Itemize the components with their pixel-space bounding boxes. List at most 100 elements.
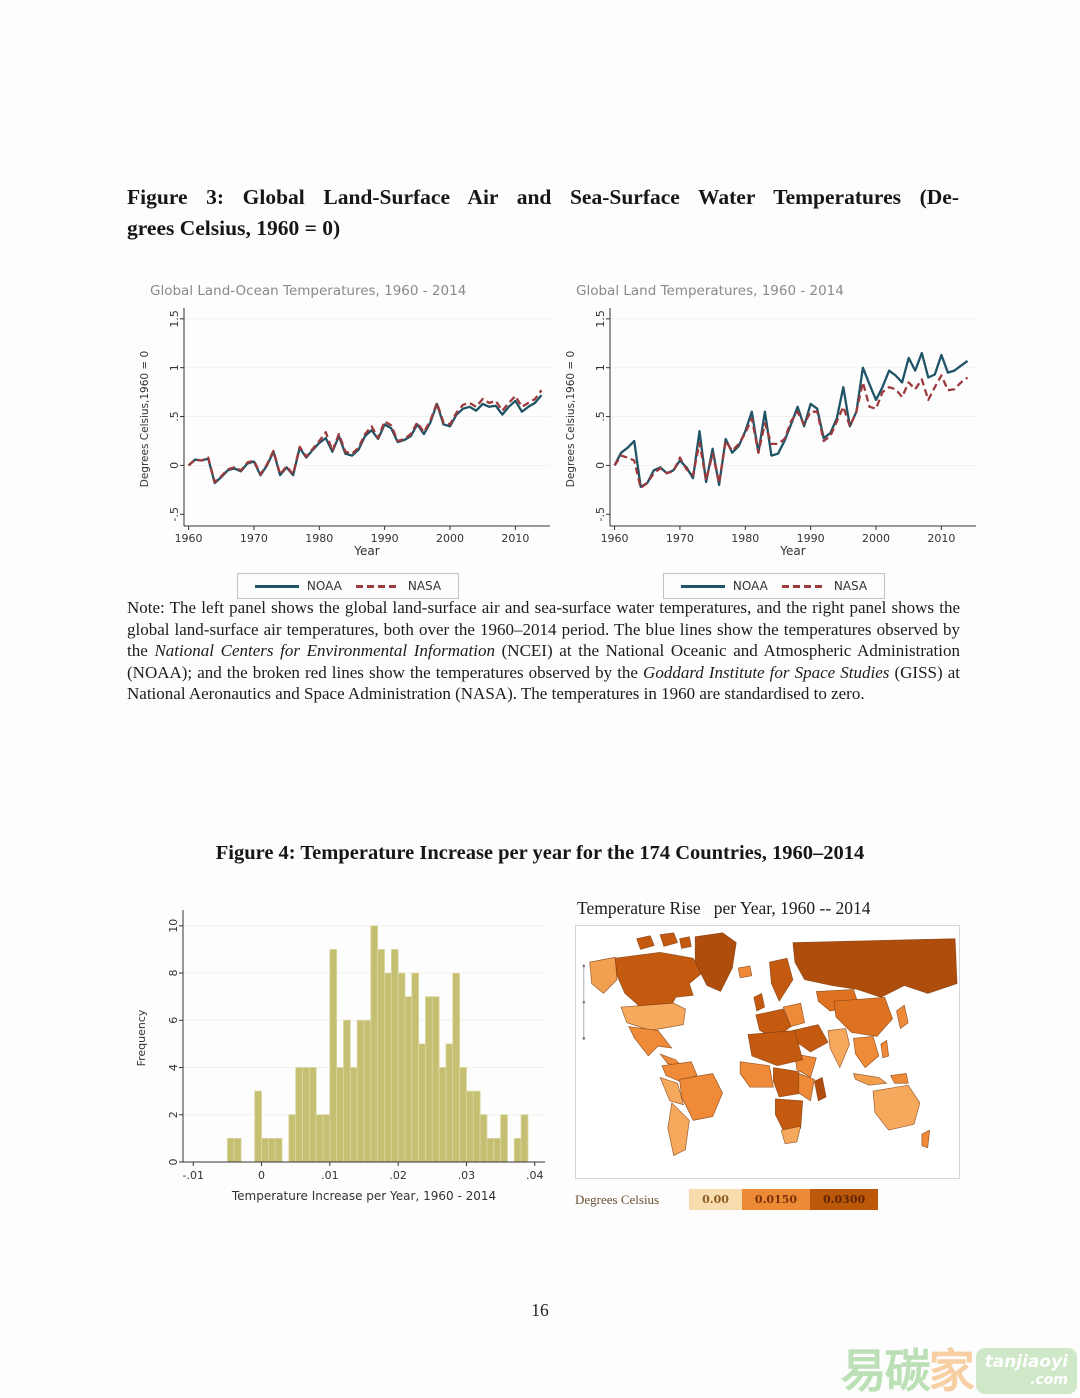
svg-text:.03: .03 [458, 1169, 476, 1182]
land-ocean-chart-title: Global Land-Ocean Temperatures, 1960 - 2… [150, 283, 467, 299]
map-region-arctic-island-3 [679, 936, 692, 949]
svg-text:1: 1 [168, 364, 181, 371]
map-region-east-europe [782, 1002, 805, 1027]
svg-text:.02: .02 [389, 1169, 407, 1182]
tanjiaoyi-watermark: 易 碳 家 tanjiaoyi .com [841, 1348, 1077, 1394]
note-segment: National Centers for Environmental Infor… [154, 641, 495, 661]
svg-text:2010: 2010 [501, 532, 529, 545]
svg-text:1.5: 1.5 [594, 310, 607, 328]
nasa-label: NASA [407, 579, 442, 593]
nasa-line-sample [355, 584, 400, 588]
nasa-line-sample [781, 584, 826, 588]
world-map [576, 928, 959, 1176]
svg-text:1.5: 1.5 [168, 310, 181, 328]
map-region-china [833, 996, 893, 1037]
svg-text:0: 0 [594, 462, 607, 469]
map-region-arctic-island-1 [636, 935, 655, 950]
map-region-north-africa [747, 1030, 804, 1067]
svg-text:-.01: -.01 [183, 1169, 204, 1182]
watermark-char-yi: 易 [840, 1344, 887, 1398]
svg-text:2010: 2010 [927, 532, 955, 545]
map-region-south-africa-tip [780, 1125, 802, 1145]
map-region-southeast-asia [853, 1036, 880, 1068]
note-segment: (NCEI) at the National Oceanic and Atmos… [127, 641, 960, 682]
noaa-label: NOAA [732, 579, 768, 593]
figure3-caption-line1: Figure 3: Global Land-Surface Air and Se… [127, 185, 959, 209]
noaa-line-sample [680, 584, 725, 588]
svg-text:1960: 1960 [175, 532, 203, 545]
page-number: 16 [531, 1300, 549, 1320]
tanjiaoyi-logo-domain: .com [1030, 1372, 1068, 1388]
svg-text:1980: 1980 [731, 532, 759, 545]
legend-item-noaa: NOAA [680, 579, 768, 593]
map-region-argentina-chile [667, 1102, 690, 1156]
map-region-alaska [589, 956, 618, 994]
svg-text:0: 0 [258, 1169, 265, 1182]
land-ocean-chart-plot: -.5 0 .5 1 1.5 1960 1970 1980 1990 2000 2010 Year De… [139, 308, 550, 558]
map-region-canada [614, 951, 702, 1010]
note-segment: Note: The left panel shows the global la… [127, 598, 960, 661]
svg-text:2: 2 [167, 1111, 180, 1118]
tanjiaoyi-logo-text: tanjiaoyi [984, 1352, 1068, 1372]
map-legend: Degrees Celsius 0.00 0.0150 0.0300 [575, 1189, 963, 1210]
svg-text:-.5: -.5 [168, 507, 181, 521]
map-region-madagascar [814, 1077, 827, 1102]
svg-text:Degrees Celsius,1960 = 0: Degrees Celsius,1960 = 0 [139, 351, 151, 487]
land-chart-plot: -.5 0 .5 1 1.5 1960 1970 1980 1990 2000 2010 Year De… [565, 308, 976, 558]
map-region-australia [872, 1084, 921, 1131]
map-region-philippines [880, 1039, 889, 1059]
svg-text:8: 8 [167, 970, 180, 977]
legend-item-nasa: NASA [781, 579, 868, 593]
svg-text:1960: 1960 [601, 532, 629, 545]
map-region-arctic-island-2 [659, 932, 678, 947]
svg-text:1: 1 [594, 364, 607, 371]
note-segment: (GISS) at National Aeronautics and Space… [127, 662, 960, 704]
land-chart: Global Land Temperatures, 1960 - 2014 -.… [562, 283, 986, 599]
figure4-caption: Figure 4: Temperature Increase per year … [215, 842, 865, 864]
figure3-caption-line2: grees Celsius, 1960 = 0) [127, 216, 341, 240]
legend-swatch-low: 0.00 [689, 1189, 742, 1210]
svg-text:.5: .5 [168, 411, 181, 422]
map-frame [575, 925, 960, 1179]
noaa-label: NOAA [306, 579, 342, 593]
svg-text:6: 6 [167, 1017, 180, 1024]
map-region-iceland [737, 965, 753, 979]
map-region-india [827, 1028, 850, 1068]
svg-text:.01: .01 [321, 1169, 339, 1182]
svg-text:-.5: -.5 [594, 507, 607, 521]
svg-text:Temperature Increase per Year,: Temperature Increase per Year, 1960 - 20… [231, 1189, 496, 1203]
legend-swatch-mid: 0.0150 [741, 1189, 811, 1210]
legend-item-noaa: NOAA [254, 579, 342, 593]
map-region-indonesia [853, 1073, 888, 1086]
note-segment: Goddard Institute for Space Studies [643, 662, 890, 682]
svg-text:10: 10 [167, 919, 180, 933]
nasa-label: NASA [833, 579, 868, 593]
histogram-chart: 0 2 4 6 8 10 -.01 0.01.02.03.04 Temperature Incr… [133, 898, 553, 1215]
map-region-mexico [628, 1026, 673, 1057]
land-ocean-chart-legend: NOAA NASA [236, 573, 460, 599]
map-region-scandinavia [769, 957, 794, 1002]
map-region-peru-bolivia [659, 1077, 684, 1106]
map-region-new-zealand [921, 1129, 931, 1149]
svg-text:.04: .04 [526, 1169, 544, 1182]
legend-swatch-high: 0.0300 [810, 1189, 879, 1210]
map-region-japan [896, 1004, 909, 1029]
map-region-new-guinea [890, 1073, 909, 1084]
svg-text:1970: 1970 [240, 532, 268, 545]
svg-text:.5: .5 [594, 411, 607, 422]
svg-text:1980: 1980 [305, 532, 333, 545]
svg-text:0: 0 [168, 462, 181, 469]
svg-text:Year: Year [353, 544, 379, 558]
svg-text:2000: 2000 [436, 532, 464, 545]
figure3-note: Note: The left panel shows the global la… [127, 597, 960, 705]
svg-text:Frequency: Frequency [135, 1009, 148, 1066]
map-region-central-africa [773, 1067, 804, 1098]
map-region-uk [753, 993, 765, 1012]
world-map-figure: Temperature Rise per Year, 1960 -- 2014 … [575, 898, 963, 1210]
watermark-char-jia: 家 [928, 1344, 975, 1398]
map-region-east-africa [798, 1073, 815, 1102]
land-chart-legend: NOAA NASA [662, 573, 886, 599]
svg-text:Degrees Celsius,1960 = 0: Degrees Celsius,1960 = 0 [565, 351, 577, 487]
